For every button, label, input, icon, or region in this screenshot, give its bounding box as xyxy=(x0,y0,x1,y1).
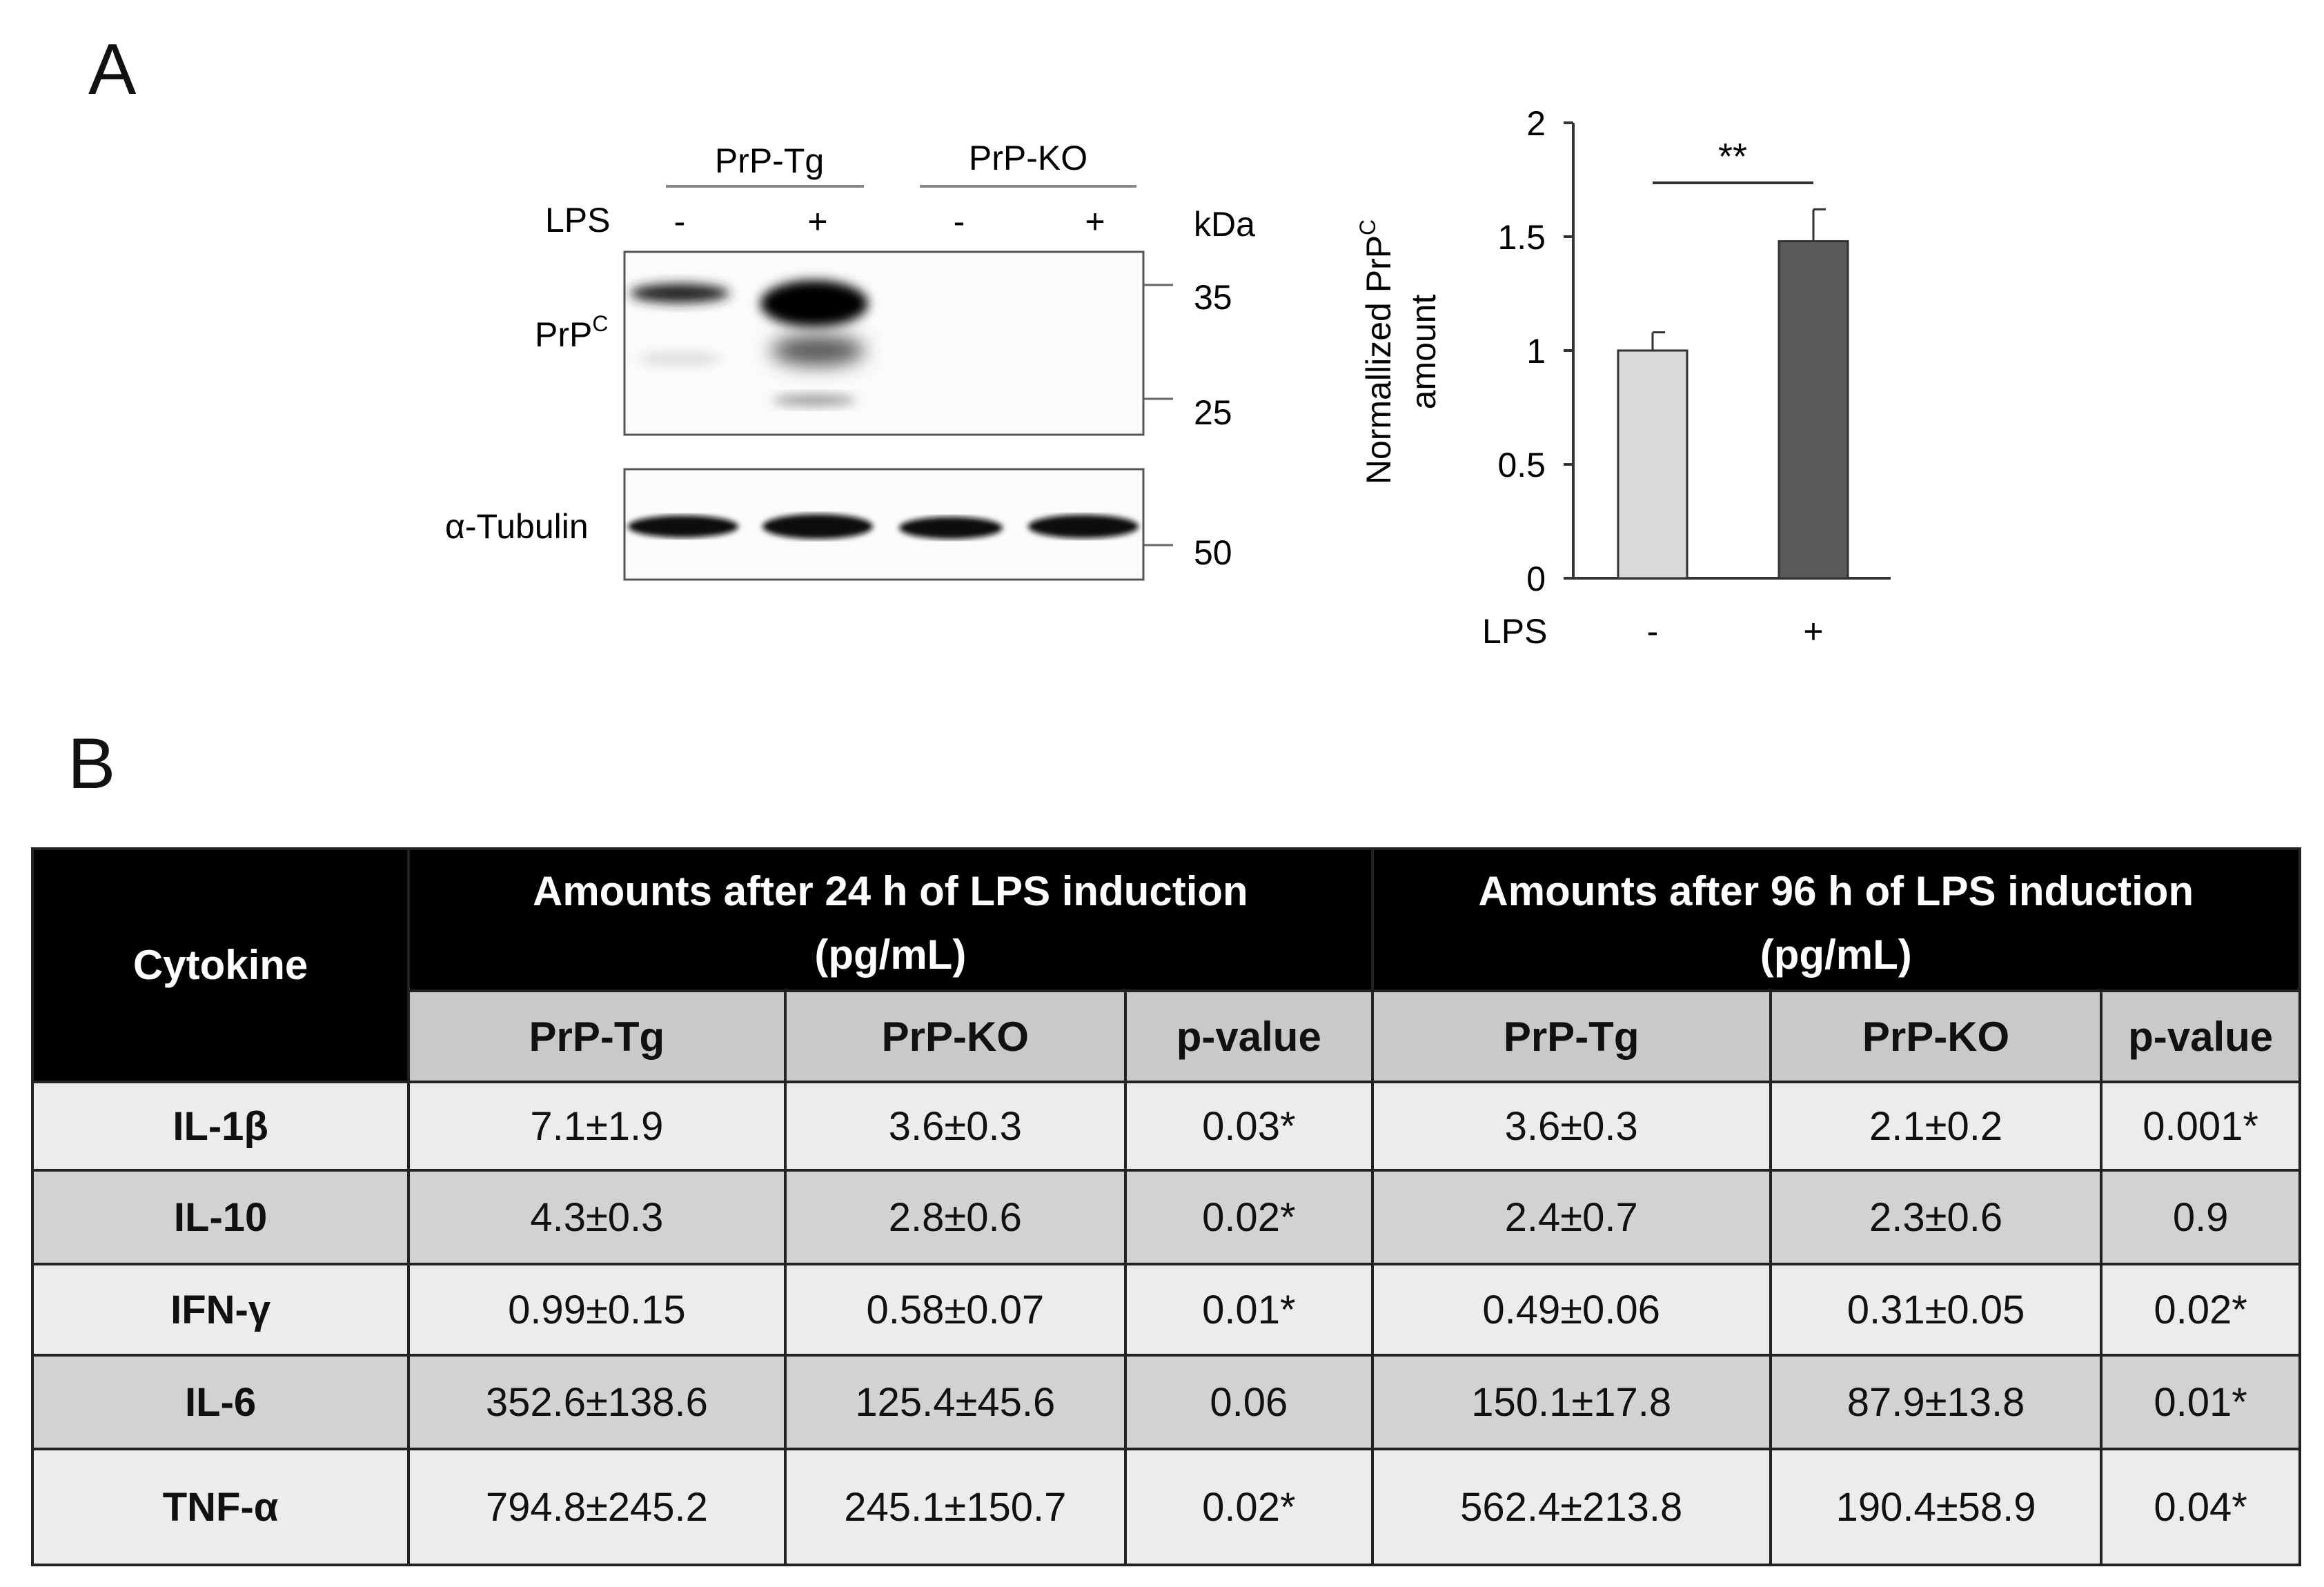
subheader-prp-ko-24h: PrP-KO xyxy=(783,989,1127,1083)
chart-ylabel: Normallized PrPC xyxy=(1355,219,1398,484)
table-cell: 0.49±0.06 xyxy=(1370,1263,1772,1357)
table-cell: 794.8±245.2 xyxy=(407,1448,787,1566)
y-tick-label: 1.5 xyxy=(1497,218,1546,257)
marker-25: 25 xyxy=(1194,393,1232,432)
subheader-pvalue-96h: p-value xyxy=(2100,989,2301,1083)
bar-lps-plus xyxy=(1778,240,1849,580)
table-cell: 2.4±0.7 xyxy=(1370,1169,1772,1265)
table-row: IL-10 4.3±0.3 2.8±0.6 0.02* 2.4±0.7 2.3±… xyxy=(30,1169,2301,1265)
x-tick-label: - xyxy=(1647,612,1659,651)
significance-label: ** xyxy=(1718,136,1747,177)
table-cell: 352.6±138.6 xyxy=(407,1354,787,1450)
group-label-prp-ko: PrP-KO xyxy=(969,139,1087,177)
header-24h-line1: Amounts after 24 h of LPS induction xyxy=(533,868,1248,914)
bar-chart: 0 0.5 1 1.5 2 - + ** Normallized PrPC amount L… xyxy=(1355,104,1891,651)
lps-sign-1: - xyxy=(674,202,686,241)
subheader-pvalue-24h: p-value xyxy=(1124,989,1374,1083)
chart-ylabel-line2: amount xyxy=(1404,295,1443,410)
lps-sign-3: - xyxy=(954,202,965,241)
table-cell: 2.8±0.6 xyxy=(783,1169,1127,1265)
western-blot: PrP-Tg PrP-KO LPS - + - + kDa PrPC 35 25… xyxy=(445,139,1255,581)
table-cell: 150.1±17.8 xyxy=(1370,1354,1772,1450)
group-label-prp-tg: PrP-Tg xyxy=(715,141,824,180)
marker-35: 35 xyxy=(1194,278,1232,317)
table-cell: 87.9±13.8 xyxy=(1769,1354,2103,1450)
cytokine-name: IL-10 xyxy=(30,1169,411,1265)
header-96h: Amounts after 96 h of LPS induction (pg/… xyxy=(1370,847,2302,992)
table-cell: 0.001* xyxy=(2100,1081,2301,1172)
header-96h-line1: Amounts after 96 h of LPS induction xyxy=(1478,868,2194,914)
table-cell: 0.04* xyxy=(2100,1448,2301,1566)
table-cell: 562.4±213.8 xyxy=(1370,1448,1772,1566)
panel-a-letter: A xyxy=(88,30,137,110)
table-cell: 0.01* xyxy=(2100,1354,2301,1450)
table-cell: 125.4±45.6 xyxy=(783,1354,1127,1450)
header-24h: Amounts after 24 h of LPS induction (pg/… xyxy=(407,847,1374,992)
cytokine-name: IL-1β xyxy=(30,1081,411,1172)
lps-sign-4: + xyxy=(1085,202,1105,241)
lps-sign-2: + xyxy=(807,202,827,241)
table-cell: 0.99±0.15 xyxy=(407,1263,787,1357)
table-cell: 0.06 xyxy=(1124,1354,1374,1450)
table-cell: 0.03* xyxy=(1124,1081,1374,1172)
table-cell: 0.31±0.05 xyxy=(1769,1263,2103,1357)
table-cell: 0.9 xyxy=(2100,1169,2301,1265)
table-cell: 2.3±0.6 xyxy=(1769,1169,2103,1265)
chart-xlabel: LPS xyxy=(1482,612,1548,651)
bar-lps-minus xyxy=(1617,349,1688,580)
table-row: TNF-α 794.8±245.2 245.1±150.7 0.02* 562.… xyxy=(30,1448,2301,1566)
table-row: IL-1β 7.1±1.9 3.6±0.3 0.03* 3.6±0.3 2.1±… xyxy=(30,1081,2301,1172)
table-cell: 245.1±150.7 xyxy=(783,1448,1127,1566)
y-tick-label: 2 xyxy=(1526,104,1546,143)
table-cell: 190.4±58.9 xyxy=(1769,1448,2103,1566)
table-row: IFN-γ 0.99±0.15 0.58±0.07 0.01* 0.49±0.0… xyxy=(30,1263,2301,1357)
subheader-prp-tg-24h: PrP-Tg xyxy=(407,989,787,1083)
table-cell: 7.1±1.9 xyxy=(407,1081,787,1172)
table-cell: 0.01* xyxy=(1124,1263,1374,1357)
table-cell: 3.6±0.3 xyxy=(1370,1081,1772,1172)
tubulin-label: α-Tubulin xyxy=(445,507,589,546)
cytokine-name: IFN-γ xyxy=(30,1263,411,1357)
cytokine-table: Cytokine Amounts after 24 h of LPS induc… xyxy=(30,847,2302,1566)
table-cell: 0.02* xyxy=(1124,1448,1374,1566)
prpc-label: PrPC xyxy=(535,311,608,354)
subheader-prp-tg-96h: PrP-Tg xyxy=(1370,989,1772,1083)
table-cell: 0.02* xyxy=(1124,1169,1374,1265)
header-cytokine: Cytokine xyxy=(30,847,411,1083)
table-cell: 3.6±0.3 xyxy=(783,1081,1127,1172)
lps-label-blot: LPS xyxy=(545,201,611,239)
kda-label: kDa xyxy=(1194,205,1255,244)
y-tick-label: 0 xyxy=(1526,560,1546,598)
table-cell: 0.02* xyxy=(2100,1263,2301,1357)
cytokine-name: TNF-α xyxy=(30,1448,411,1566)
subheader-prp-ko-96h: PrP-KO xyxy=(1769,989,2103,1083)
header-24h-line2: (pg/mL) xyxy=(814,931,967,978)
x-tick-label: + xyxy=(1803,612,1823,651)
marker-50: 50 xyxy=(1194,533,1232,572)
table-cell: 0.58±0.07 xyxy=(783,1263,1127,1357)
y-tick-label: 1 xyxy=(1526,332,1546,371)
table-cell: 2.1±0.2 xyxy=(1769,1081,2103,1172)
header-96h-line2: (pg/mL) xyxy=(1760,931,1912,978)
cytokine-name: IL-6 xyxy=(30,1354,411,1450)
table-cell: 4.3±0.3 xyxy=(407,1169,787,1265)
panel-b-letter: B xyxy=(68,724,116,804)
table-row: IL-6 352.6±138.6 125.4±45.6 0.06 150.1±1… xyxy=(30,1354,2301,1450)
y-tick-label: 0.5 xyxy=(1497,446,1546,484)
